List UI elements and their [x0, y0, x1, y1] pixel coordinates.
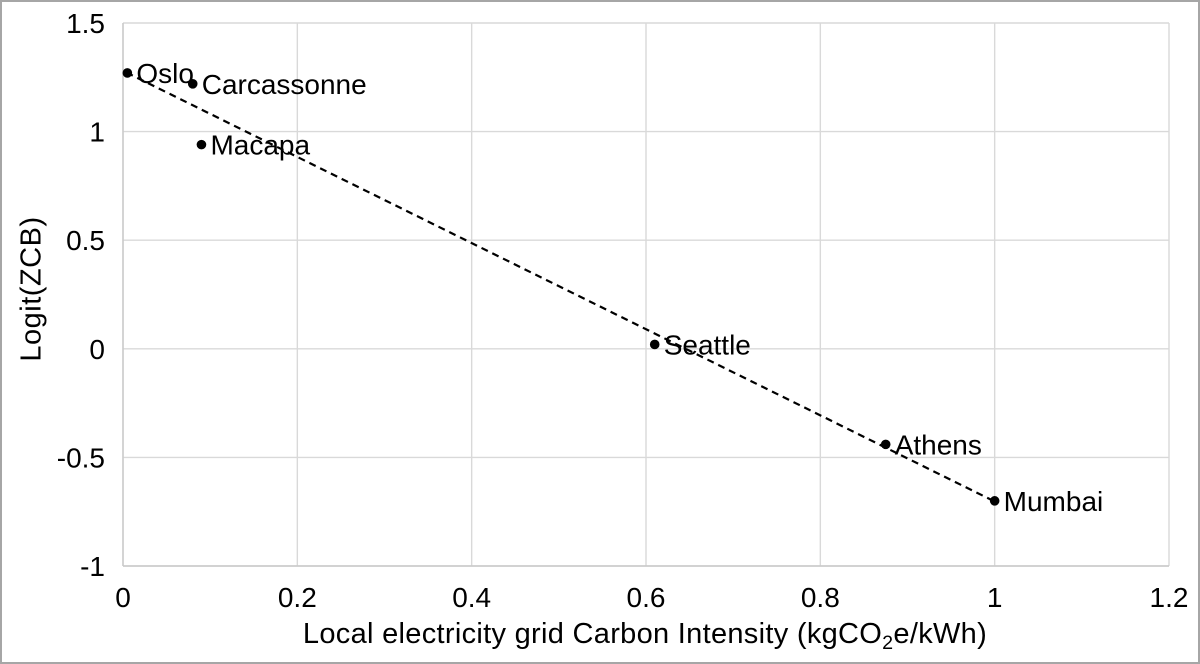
data-point-carcassonne [187, 79, 198, 89]
x-axis-title-text: e/kWh) [893, 618, 988, 650]
y-tick-label: -1 [80, 551, 105, 582]
data-point-athens [880, 439, 891, 450]
x-tick-label: 1.2 [1150, 582, 1189, 613]
y-tick-label: -0.5 [57, 442, 105, 473]
data-point-label-carcassonne: Carcassonne [202, 69, 367, 100]
data-point-seattle [649, 339, 660, 350]
y-tick-label: 1 [89, 117, 105, 148]
x-tick-label: 0.8 [801, 582, 840, 613]
y-tick-label: 0.5 [66, 225, 105, 256]
x-axis-title-text: Local electricity grid Carbon Intensity … [302, 618, 883, 650]
x-tick-label: 0 [115, 582, 131, 613]
x-axis-title: Local electricity grid Carbon Intensity … [302, 618, 988, 654]
x-axis-title-subscript: 2 [882, 631, 894, 654]
data-point-label-macapa: Macapa [210, 130, 310, 161]
x-tick-label: 0.2 [278, 582, 317, 613]
data-point-label-oslo: Oslo [136, 58, 194, 89]
data-point-label-mumbai: Mumbai [1004, 486, 1104, 517]
data-point-label-seattle: Seattle [664, 329, 751, 360]
x-tick-label: 0.6 [627, 582, 666, 613]
y-axis-title: Logit(ZCB) [15, 216, 48, 362]
x-tick-label: 0.4 [452, 582, 491, 613]
data-point-mumbai [989, 496, 1000, 506]
data-point-oslo [122, 68, 133, 78]
y-tick-label: 0 [89, 334, 105, 365]
data-point-macapa [196, 139, 207, 150]
x-tick-label: 1 [987, 582, 1003, 613]
data-point-label-athens: Athens [895, 429, 982, 460]
y-tick-label: 1.5 [66, 8, 105, 39]
trendline [125, 71, 996, 503]
